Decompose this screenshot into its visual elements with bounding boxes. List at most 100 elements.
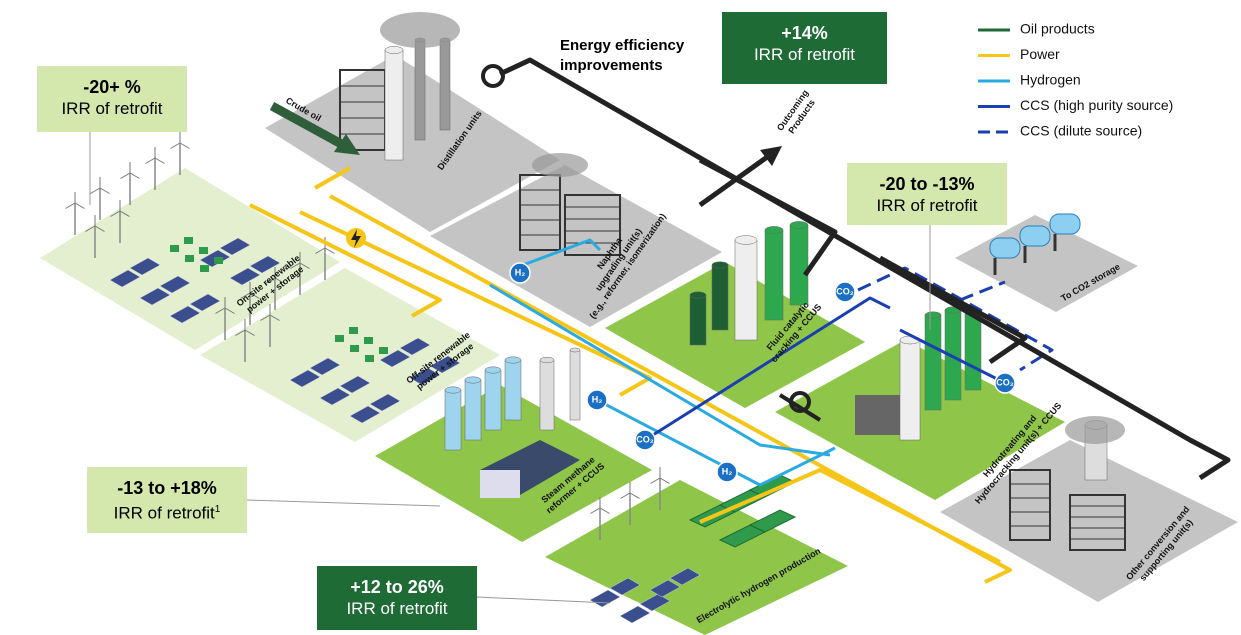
turbine-blade xyxy=(600,508,610,514)
vessel xyxy=(790,225,808,305)
battery xyxy=(200,265,209,272)
callout-label: IRR of retrofit xyxy=(876,196,977,215)
badge-label: H₂ xyxy=(592,394,603,404)
energy-efficiency: Energy efficiency improvements xyxy=(560,36,720,76)
badge-label: H₂ xyxy=(515,267,526,277)
vessel-top xyxy=(690,292,706,298)
turbine-blade xyxy=(90,188,100,194)
solar-panel xyxy=(590,590,620,607)
vessel xyxy=(415,40,425,140)
storage-tank xyxy=(1020,226,1050,246)
vessel xyxy=(690,295,706,345)
battery xyxy=(364,337,373,344)
vessel-top xyxy=(570,348,580,352)
storage-tank xyxy=(990,238,1020,258)
efficiency-loop xyxy=(483,66,503,86)
legend-label: Hydrogen xyxy=(1020,72,1081,88)
solar-panel xyxy=(620,606,650,623)
turbine-blade xyxy=(660,478,670,484)
battery xyxy=(170,245,179,252)
legend-label: Oil products xyxy=(1020,21,1095,37)
vessel-top xyxy=(712,262,728,268)
turbine-blade xyxy=(155,158,165,164)
battery xyxy=(349,327,358,334)
callout-label: IRR of retrofit xyxy=(114,504,215,523)
callout-value: -20+ % xyxy=(37,76,187,98)
vessel xyxy=(965,310,981,390)
vessel xyxy=(765,230,783,320)
badge-label: CO₂ xyxy=(996,377,1014,387)
turbine-blade xyxy=(130,173,140,179)
smoke xyxy=(1065,416,1125,444)
vessel-top xyxy=(765,226,783,233)
vessel xyxy=(712,265,728,330)
vessel xyxy=(735,240,757,340)
battery xyxy=(350,345,359,352)
turbine-blade xyxy=(75,203,85,209)
turbine-blade xyxy=(630,493,640,499)
turbine-blade xyxy=(180,143,190,149)
callout-value: -13 to +18% xyxy=(87,477,247,499)
vessel-top xyxy=(445,387,461,393)
vessel-top xyxy=(505,357,521,363)
building-face xyxy=(480,470,520,498)
legend-label: Power xyxy=(1020,46,1060,62)
vessel xyxy=(925,315,941,410)
vessel-top xyxy=(485,367,501,373)
callout-label: IRR of retrofit xyxy=(754,45,855,64)
turbine-blade xyxy=(650,478,660,484)
callout: -20 to -13%IRR of retrofit xyxy=(847,163,1007,225)
storage-tank xyxy=(1050,214,1080,234)
callout-value: +14% xyxy=(722,22,887,44)
footnote: 1 xyxy=(215,504,221,515)
turbine-blade xyxy=(100,188,110,194)
callout-label: IRR of retrofit xyxy=(61,99,162,118)
smoke xyxy=(380,12,460,48)
battery xyxy=(214,257,223,264)
battery xyxy=(379,347,388,354)
vessel xyxy=(445,390,461,450)
outcoming-label: OutcomingProducts xyxy=(775,88,819,139)
badge-label: H₂ xyxy=(722,466,733,476)
battery xyxy=(185,255,194,262)
vessel-top xyxy=(735,236,757,245)
arrow-head xyxy=(760,146,782,166)
turbine-blade xyxy=(590,508,600,514)
callout: +14%IRR of retrofit xyxy=(722,12,887,84)
battery xyxy=(184,237,193,244)
battery xyxy=(335,335,344,342)
callout-value: +12 to 26% xyxy=(317,576,477,598)
vessel-top xyxy=(465,377,481,383)
legend-label: CCS (high purity source) xyxy=(1020,97,1173,113)
vessel-top xyxy=(540,357,554,363)
legend-label: CCS (dilute source) xyxy=(1020,123,1142,139)
callout: +12 to 26%IRR of retrofit xyxy=(317,566,477,630)
turbine-blade xyxy=(620,493,630,499)
turbine-blade xyxy=(325,248,335,254)
vessel xyxy=(485,370,501,430)
turbine-blade xyxy=(170,143,180,149)
vessel xyxy=(440,40,450,130)
platforms xyxy=(40,55,1238,635)
vessel-top xyxy=(790,221,808,228)
vessel-top xyxy=(925,312,941,318)
vessel xyxy=(540,360,554,430)
callout-label: IRR of retrofit xyxy=(346,599,447,618)
callout: -13 to +18% IRR of retrofit1 xyxy=(87,467,247,533)
vessel xyxy=(900,340,920,440)
legend: Oil products Power Hydrogen CCS (high purit… xyxy=(978,21,1173,139)
badge-label: CO₂ xyxy=(836,286,854,296)
badge-label: CO₂ xyxy=(636,434,654,444)
page: H₂H₂H₂CO₂CO₂CO₂ Distillation unitsNaphth… xyxy=(0,0,1241,635)
leader xyxy=(247,500,440,506)
vessel-top xyxy=(385,46,403,53)
battery xyxy=(365,355,374,362)
smoke xyxy=(532,153,588,177)
turbine-blade xyxy=(65,203,75,209)
callout-value: -20 to -13% xyxy=(847,173,1007,195)
vessel xyxy=(385,50,403,160)
callout: -20+ %IRR of retrofit xyxy=(37,66,187,132)
vessel xyxy=(570,350,580,420)
vessel xyxy=(465,380,481,440)
furnace xyxy=(855,395,900,435)
